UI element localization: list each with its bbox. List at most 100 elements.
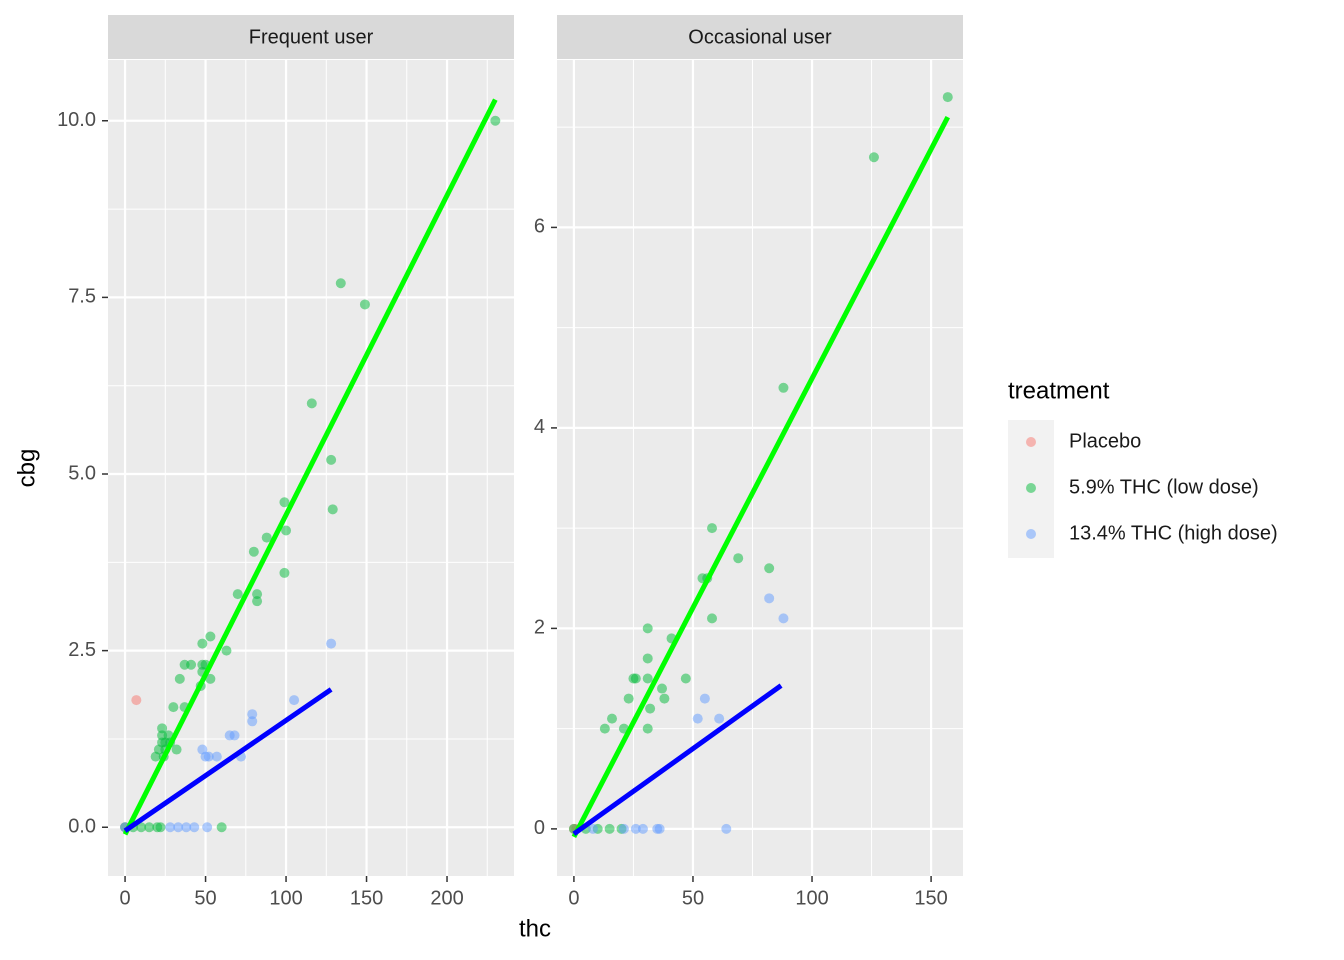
legend-key bbox=[1026, 483, 1036, 493]
point bbox=[171, 744, 182, 755]
y-tick-label: 10.0 bbox=[57, 109, 96, 131]
point bbox=[136, 822, 147, 833]
point bbox=[203, 751, 214, 762]
point bbox=[721, 823, 732, 834]
point bbox=[707, 613, 718, 624]
point bbox=[733, 553, 744, 564]
point bbox=[618, 823, 629, 834]
point bbox=[211, 751, 222, 762]
point bbox=[326, 454, 337, 465]
x-tick-label: 50 bbox=[194, 887, 216, 909]
point bbox=[623, 693, 634, 704]
point bbox=[186, 659, 197, 670]
point bbox=[155, 822, 166, 833]
fit-line bbox=[572, 683, 783, 836]
point bbox=[205, 673, 216, 684]
point bbox=[778, 613, 789, 624]
point bbox=[335, 278, 346, 289]
legend-key bbox=[1026, 529, 1036, 539]
point bbox=[642, 653, 653, 664]
legend-key bbox=[1026, 437, 1036, 447]
legend-label: 5.9% THC (low dose) bbox=[1069, 476, 1259, 498]
point bbox=[642, 623, 653, 634]
fit-line bbox=[571, 115, 950, 839]
point bbox=[642, 723, 653, 734]
point bbox=[202, 822, 213, 833]
point bbox=[607, 713, 618, 724]
x-axis-label: thc bbox=[519, 915, 551, 942]
point bbox=[490, 115, 501, 126]
legend-label: 13.4% THC (high dose) bbox=[1069, 522, 1278, 544]
y-tick-label: 2 bbox=[534, 617, 545, 639]
legend-title: treatment bbox=[1008, 377, 1110, 404]
point bbox=[144, 822, 155, 833]
x-tick-label: 100 bbox=[269, 887, 302, 909]
y-tick-label: 0 bbox=[534, 817, 545, 839]
x-tick-label: 150 bbox=[914, 887, 947, 909]
point bbox=[637, 823, 648, 834]
point bbox=[174, 673, 185, 684]
point bbox=[165, 822, 176, 833]
point bbox=[216, 822, 227, 833]
point bbox=[764, 563, 775, 574]
point bbox=[248, 546, 259, 557]
point bbox=[131, 695, 142, 706]
x-tick-label: 50 bbox=[682, 887, 704, 909]
y-tick-label: 6 bbox=[534, 216, 545, 238]
point bbox=[630, 673, 641, 684]
x-tick-label: 150 bbox=[350, 887, 383, 909]
point bbox=[306, 398, 317, 409]
point bbox=[229, 730, 240, 741]
point bbox=[189, 822, 200, 833]
x-tick-label: 0 bbox=[568, 887, 579, 909]
point bbox=[714, 713, 725, 724]
point bbox=[587, 823, 598, 834]
y-tick-label: 2.5 bbox=[68, 639, 96, 661]
point bbox=[205, 631, 216, 642]
x-tick-label: 0 bbox=[120, 887, 131, 909]
fit-line bbox=[123, 687, 333, 833]
strip-title: Frequent user bbox=[249, 26, 374, 48]
fit-line bbox=[122, 98, 498, 836]
x-tick-label: 100 bbox=[795, 887, 828, 909]
point bbox=[157, 723, 168, 734]
point bbox=[252, 589, 263, 600]
strip bbox=[108, 15, 514, 59]
point bbox=[764, 593, 775, 604]
point bbox=[359, 299, 370, 310]
point bbox=[654, 823, 665, 834]
x-tick-label: 200 bbox=[430, 887, 463, 909]
point bbox=[281, 525, 292, 536]
point bbox=[707, 523, 718, 534]
point bbox=[279, 567, 290, 578]
point bbox=[327, 504, 338, 515]
point bbox=[279, 497, 290, 508]
y-axis-label: cbg bbox=[13, 449, 40, 488]
point bbox=[232, 589, 243, 600]
point bbox=[604, 823, 615, 834]
point bbox=[261, 532, 272, 543]
point bbox=[630, 823, 641, 834]
point bbox=[699, 693, 710, 704]
point bbox=[680, 673, 691, 684]
point bbox=[778, 382, 789, 393]
point bbox=[168, 702, 179, 713]
legend-label: Placebo bbox=[1069, 430, 1141, 452]
y-tick-label: 0.0 bbox=[68, 816, 96, 838]
point bbox=[247, 709, 258, 720]
y-tick-label: 4 bbox=[534, 416, 545, 438]
point bbox=[868, 152, 879, 163]
point bbox=[659, 693, 670, 704]
point bbox=[221, 645, 232, 656]
strip-title: Occasional user bbox=[688, 26, 832, 48]
point bbox=[645, 703, 656, 714]
point bbox=[289, 695, 300, 706]
point bbox=[326, 638, 337, 649]
point bbox=[642, 673, 653, 684]
point bbox=[657, 683, 668, 694]
point bbox=[247, 716, 258, 727]
point bbox=[599, 723, 610, 734]
y-tick-label: 7.5 bbox=[68, 286, 96, 308]
point bbox=[692, 713, 703, 724]
point bbox=[197, 638, 208, 649]
